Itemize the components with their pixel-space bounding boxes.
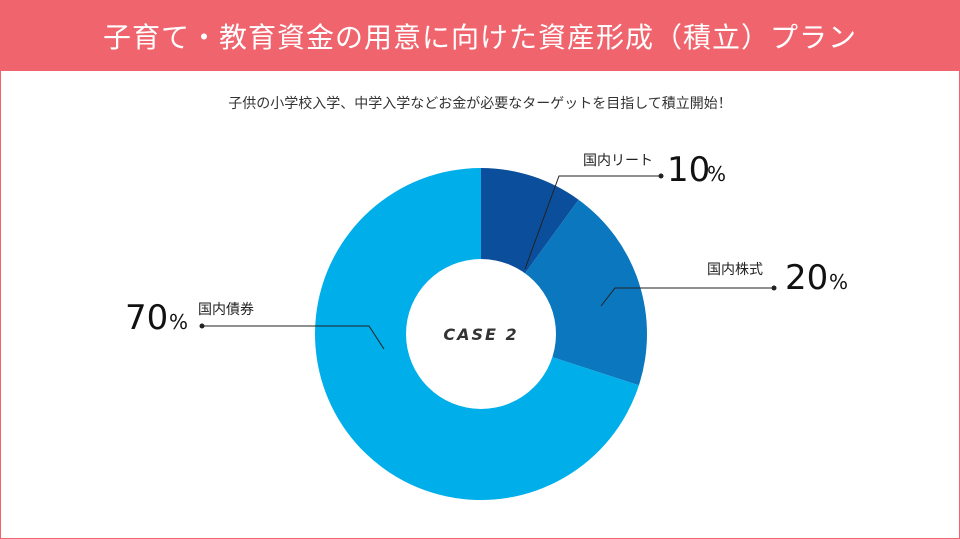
- slice-unit-domestic-stock: %: [829, 270, 848, 294]
- slice-label-reit: 国内リート: [583, 153, 653, 169]
- slice-unit-domestic-bond: %: [169, 310, 188, 334]
- page-title: 子育て・教育資金の用意に向けた資産形成（積立）プラン: [1, 1, 959, 71]
- slice-value-domestic-bond: 70: [125, 298, 168, 338]
- slice-value-domestic-stock: 20: [785, 258, 828, 298]
- donut-hole: [406, 259, 556, 409]
- center-label: CASE 2: [443, 325, 518, 344]
- slice-unit-reit: %: [707, 162, 726, 186]
- leader-dot-domestic-bond: [199, 323, 205, 329]
- leader-dot-domestic-stock: [771, 285, 777, 291]
- slice-value-reit: 10: [667, 150, 710, 190]
- slice-label-domestic-bond: 国内債券: [198, 302, 254, 318]
- leader-dot-reit: [658, 173, 664, 179]
- leader-line-reit: [524, 175, 661, 270]
- leader-line-domestic-bond: [202, 325, 385, 350]
- slice-label-domestic-stock: 国内株式: [707, 262, 763, 278]
- leader-line-domestic-stock: [600, 287, 774, 307]
- subtitle: 子供の小学校入学、中学入学などお金が必要なターゲットを目指して積立開始！: [228, 96, 732, 112]
